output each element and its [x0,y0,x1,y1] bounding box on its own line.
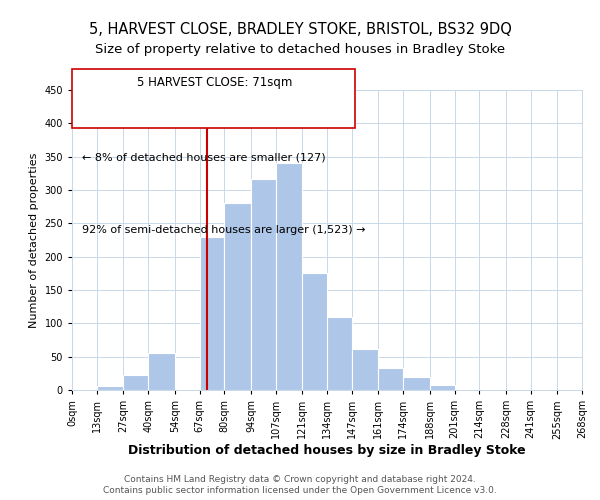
Text: 92% of semi-detached houses are larger (1,523) →: 92% of semi-detached houses are larger (… [82,225,366,235]
Bar [97,386,124,390]
Bar [352,348,379,390]
Bar [430,384,455,390]
Bar [275,164,302,390]
Bar [124,376,148,390]
Bar [251,178,275,390]
Text: 5 HARVEST CLOSE: 71sqm: 5 HARVEST CLOSE: 71sqm [137,76,292,90]
Y-axis label: Number of detached properties: Number of detached properties [29,152,39,328]
Bar [148,354,175,390]
Text: 5, HARVEST CLOSE, BRADLEY STOKE, BRISTOL, BS32 9DQ: 5, HARVEST CLOSE, BRADLEY STOKE, BRISTOL… [89,22,511,38]
Bar [199,236,224,390]
Text: Size of property relative to detached houses in Bradley Stoke: Size of property relative to detached ho… [95,42,505,56]
Text: Contains HM Land Registry data © Crown copyright and database right 2024.: Contains HM Land Registry data © Crown c… [124,475,476,484]
Text: Contains public sector information licensed under the Open Government Licence v3: Contains public sector information licen… [103,486,497,495]
Text: ← 8% of detached houses are smaller (127): ← 8% of detached houses are smaller (127… [82,153,326,163]
Bar [327,318,352,390]
Bar [302,272,327,390]
Bar [379,368,403,390]
Bar [224,204,251,390]
Bar [403,378,430,390]
X-axis label: Distribution of detached houses by size in Bradley Stoke: Distribution of detached houses by size … [128,444,526,457]
FancyBboxPatch shape [72,69,355,128]
